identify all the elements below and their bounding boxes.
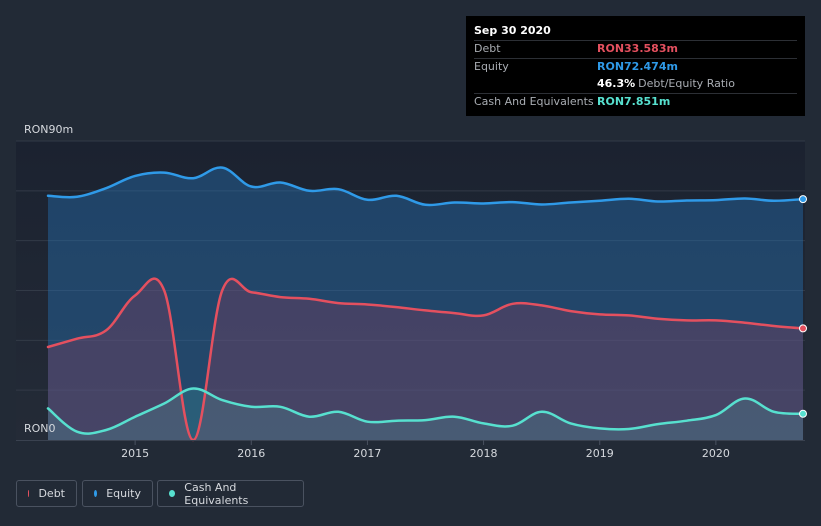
- legend-cash-dot: [169, 490, 176, 497]
- series-lines: [46, 166, 805, 442]
- equity-endpoint: [799, 195, 807, 204]
- debt-endpoint: [799, 324, 807, 333]
- y-tick-label-max: RON90m: [24, 123, 73, 136]
- cash-and-equivalents-endpoint: [799, 409, 807, 418]
- tooltip-ratio-value: 46.3%: [597, 77, 636, 90]
- tooltip-equity-value: RON72.474m: [597, 60, 678, 73]
- tooltip-row-equity: Equity RON72.474m: [474, 58, 797, 76]
- legend-debt-dot: [28, 490, 30, 497]
- tooltip-date: Sep 30 2020: [474, 24, 551, 37]
- legend-equity-label: Equity: [106, 487, 141, 500]
- equity-area: [48, 167, 803, 440]
- x-tick-label: 2015: [121, 447, 149, 460]
- series-areas: [48, 167, 803, 440]
- cash-and-equivalents-area: [48, 388, 803, 440]
- tooltip-ratio-label: Debt/Equity Ratio: [638, 77, 735, 90]
- cash-and-equivalents-line: [46, 387, 805, 435]
- gridlines: [16, 140, 805, 391]
- y-tick-label-zero: RON0: [24, 422, 56, 435]
- debt-area: [48, 278, 803, 440]
- legend-equity-dot: [94, 490, 98, 497]
- tooltip-debt-value: RON33.583m: [597, 42, 678, 55]
- tooltip-cash-label: Cash And Equivalents: [474, 95, 594, 108]
- tooltip-panel: Sep 30 2020 Debt RON33.583m Equity RON72…: [466, 16, 805, 116]
- series-endpoints: [799, 195, 807, 418]
- x-tick-label: 2018: [470, 447, 498, 460]
- x-tick-label: 2016: [237, 447, 265, 460]
- legend-debt-label: Debt: [38, 487, 65, 500]
- legend-debt[interactable]: Debt: [16, 480, 77, 507]
- tooltip-row-ratio: 46.3% Debt/Equity Ratio: [474, 76, 797, 93]
- tooltip-equity-label: Equity: [474, 60, 509, 73]
- legend-cash[interactable]: Cash And Equivalents: [157, 480, 304, 507]
- equity-line: [46, 166, 805, 207]
- debt-line: [46, 277, 805, 442]
- tooltip-cash-value: RON7.851m: [597, 95, 671, 108]
- legend-cash-label: Cash And Equivalents: [184, 480, 249, 507]
- x-tick-label: 2019: [586, 447, 614, 460]
- x-axis-ticks: 2015 2016 2017 2018 2019 2020: [121, 440, 730, 460]
- x-tick-label: 2017: [353, 447, 381, 460]
- tooltip-row-cash: Cash And Equivalents RON7.851m: [474, 93, 797, 111]
- legend-equity[interactable]: Equity: [82, 480, 153, 507]
- x-tick-label: 2020: [702, 447, 730, 460]
- tooltip-row-debt: Debt RON33.583m: [474, 40, 797, 58]
- tooltip-debt-label: Debt: [474, 42, 501, 55]
